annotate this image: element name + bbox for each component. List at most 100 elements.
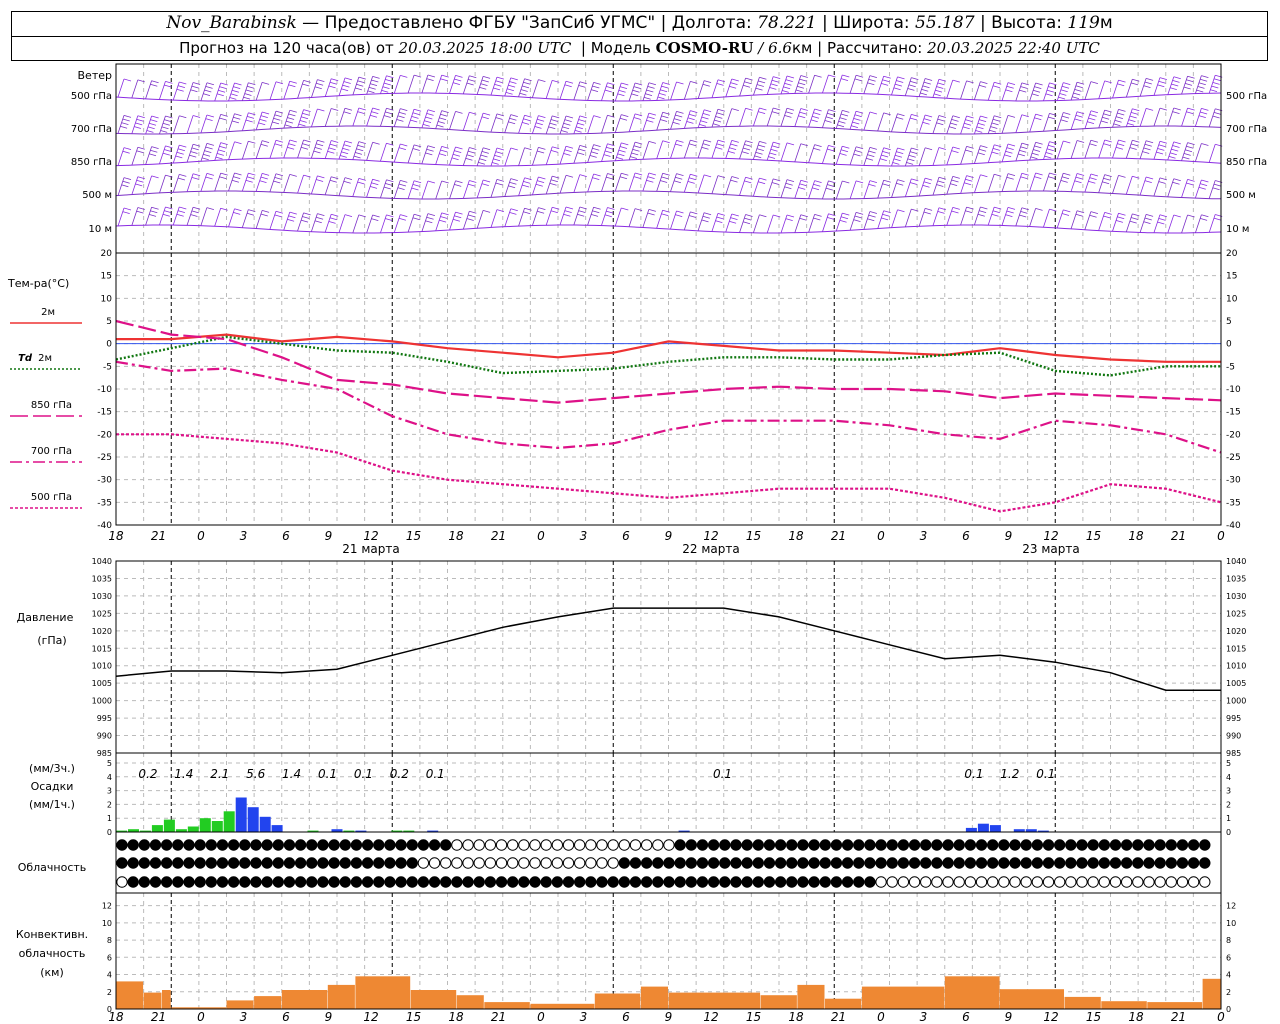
cloud-overcast-symbol (741, 857, 753, 869)
cloud-overcast-symbol (294, 857, 307, 869)
time-tick-label-bottom: 18 (788, 1010, 804, 1024)
precip-bar (965, 827, 977, 832)
wind-barb (338, 214, 353, 233)
cloud-overcast-symbol (395, 857, 407, 869)
precip-bar (235, 797, 247, 832)
wind-barb (1167, 214, 1181, 234)
cloud-overcast-symbol (172, 839, 184, 851)
wind-barb (449, 111, 463, 130)
wind-barb (656, 172, 670, 192)
cloud-overcast-symbol (183, 857, 195, 869)
legend-label-td-italic: Td (18, 353, 33, 364)
precip-tick-label-left: 2 (107, 800, 112, 809)
wind-barb (1015, 82, 1029, 102)
cloud-clear-symbol (596, 857, 608, 869)
cloud-overcast-symbol (283, 857, 296, 869)
cloud-clear-symbol (484, 857, 497, 869)
wind-level-label-right: 850 гПа (1226, 157, 1267, 168)
cloud-clear-symbol (1076, 876, 1088, 888)
wind-barb (904, 114, 919, 133)
cloud-overcast-symbol (942, 857, 954, 869)
wind-barb (1084, 110, 1099, 129)
wind-level-line (115, 224, 1222, 234)
wind-barb (228, 113, 242, 132)
cloud-overcast-symbol (774, 839, 787, 851)
cloud-overcast-symbol (986, 839, 999, 851)
wind-level-label: 700 гПа (71, 124, 112, 135)
wind-barb (1139, 140, 1154, 159)
cloud-overcast-symbol (194, 876, 206, 888)
cloud-overcast-symbol (428, 839, 441, 851)
wind-barb (739, 214, 753, 233)
convective-bar (1064, 996, 1101, 1009)
convective-tick-label-right: 6 (1226, 953, 1231, 962)
wind-barb (601, 143, 615, 162)
convective-tick-label-right: 8 (1226, 936, 1231, 945)
temp-tick-label-left: 5 (106, 317, 112, 327)
wind-barb (1056, 112, 1071, 131)
cloud-clear-symbol (931, 876, 943, 888)
time-tick-label-bottom: 3 (580, 1010, 588, 1024)
cloud-overcast-symbol (908, 839, 921, 851)
wind-barb (766, 76, 781, 95)
wind-barb (835, 110, 850, 129)
cloud-overcast-symbol (395, 876, 407, 888)
wind-barb (1084, 211, 1099, 230)
wind-barb (614, 114, 629, 133)
wind-barb (1181, 107, 1195, 127)
cloud-overcast-symbol (931, 839, 943, 851)
cloud-overcast-symbol (786, 839, 798, 851)
wind-barb (808, 180, 822, 199)
wind-barb (601, 82, 615, 101)
wind-barb (559, 206, 574, 226)
wind-barb (670, 140, 684, 159)
wind-barb (1167, 76, 1181, 95)
wind-barb (987, 173, 1002, 193)
cloud-overcast-symbol (707, 857, 720, 869)
temp-tick-label-right: -40 (1226, 521, 1241, 531)
wind-barb (614, 207, 629, 227)
wind-barb (973, 115, 988, 135)
cloud-overcast-symbol (853, 876, 865, 888)
wind-barb (794, 214, 808, 233)
wind-barb (849, 146, 864, 165)
wind-barb (421, 145, 436, 164)
wind-barb (518, 78, 532, 97)
wind-barb (435, 180, 449, 200)
wind-barb (172, 115, 187, 134)
precip-total-label: 0.1 (318, 767, 337, 781)
cloud-overcast-symbol (160, 839, 173, 851)
cloud-overcast-symbol (417, 876, 430, 888)
precip-bar (139, 830, 151, 832)
wind-barb (338, 177, 353, 196)
wind-barb (393, 180, 408, 199)
cloud-overcast-symbol (1098, 857, 1111, 869)
cloud-overcast-symbol (640, 857, 653, 869)
wind-barb (559, 80, 574, 100)
time-tick-label: 18 (448, 529, 464, 543)
wind-barb (987, 81, 1002, 101)
cloud-overcast-symbol (841, 876, 854, 888)
precip-unit-1h-label: (мм/1ч.) (29, 798, 75, 811)
wind-barb (918, 147, 933, 166)
cloud-overcast-symbol (875, 857, 887, 869)
precip-total-label: 0.1 (964, 767, 983, 781)
cloud-overcast-symbol (875, 839, 887, 851)
cloud-overcast-symbol (953, 857, 965, 869)
cloud-clear-symbol (942, 876, 954, 888)
wind-barb (1029, 172, 1043, 192)
forecast-label: Прогноз на 120 часа(ов) от (179, 39, 394, 57)
cloud-overcast-symbol (216, 857, 229, 869)
cloud-overcast-symbol (328, 857, 340, 869)
precip-tick-label-left: 5 (107, 759, 112, 768)
wind-barb (1070, 111, 1085, 130)
cloud-clear-symbol (495, 839, 508, 851)
wind-barb (145, 80, 159, 99)
wind-barb (324, 140, 339, 159)
wind-barb (200, 143, 215, 162)
pressure-tick-label-left: 1035 (92, 574, 112, 583)
cloud-overcast-symbol (1053, 839, 1066, 851)
wind-barb (628, 82, 643, 102)
convective-tick-label-left: 0 (107, 1005, 112, 1014)
convective-bar (797, 984, 825, 1009)
